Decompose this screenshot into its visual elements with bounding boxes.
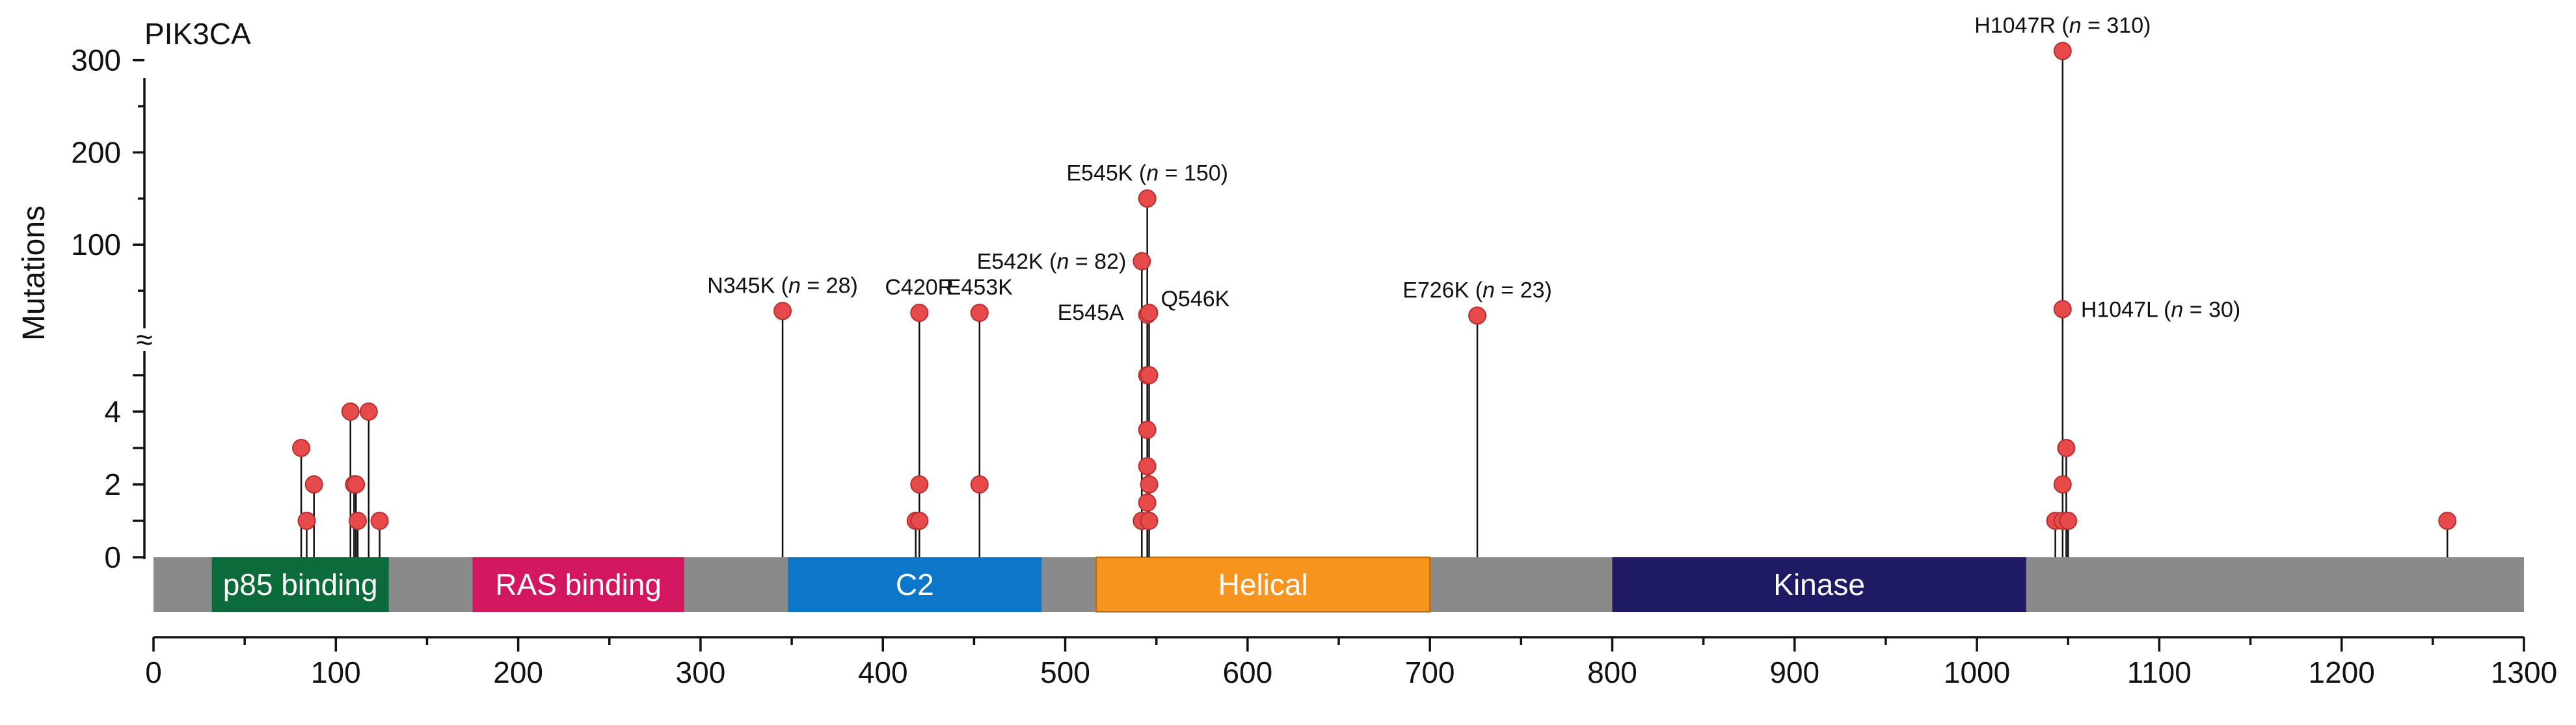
- domain-label-kinase: Kinase: [1773, 568, 1865, 601]
- x-tick-label: 200: [493, 655, 543, 689]
- x-tick-label: 700: [1405, 655, 1455, 689]
- x-tick-label: 0: [145, 655, 162, 689]
- annotation-e726k: E726K (n = 23): [1402, 278, 1552, 302]
- mutation-marker: [910, 475, 929, 494]
- y-tick-label: 2: [104, 468, 121, 501]
- x-tick-label: 1300: [2491, 655, 2557, 689]
- mutation-marker: [2057, 439, 2076, 457]
- domain-ras-binding: [472, 557, 684, 612]
- mutation-marker: [1468, 306, 1487, 325]
- protein-backbone: p85 binding RAS binding C2 Helical Kinase: [154, 557, 2524, 613]
- y-axis-title: Mutations: [17, 205, 51, 341]
- mutation-marker: [773, 302, 792, 321]
- domain-label-ras-binding: RAS binding: [495, 568, 662, 601]
- mutation-marker: [370, 512, 389, 530]
- label-e453k: E453K: [946, 275, 1013, 300]
- mutation-marker: [1138, 189, 1157, 208]
- domain-label-helical: Helical: [1218, 568, 1308, 601]
- mutation-marker: [2438, 512, 2457, 530]
- mutation-marker: [910, 304, 929, 323]
- mutation-marker: [1138, 421, 1157, 439]
- y-tick-label: 4: [104, 395, 121, 428]
- x-tick-label: 500: [1040, 655, 1090, 689]
- label-c420r: C420R: [885, 275, 954, 300]
- y-tick-label: 0: [104, 540, 121, 574]
- mutation-marker: [297, 512, 316, 530]
- mutation-marker: [1140, 304, 1159, 323]
- annotation-e542k: E542K (n = 82): [977, 250, 1127, 274]
- mutation-marker: [347, 475, 366, 494]
- y-axis: ≈0 2 4 100 200 300: [71, 44, 152, 574]
- x-tick-label: 600: [1222, 655, 1272, 689]
- x-tick-label: 1000: [1944, 655, 2010, 689]
- mutation-marker: [2053, 300, 2072, 319]
- domain-c2: [788, 557, 1042, 612]
- x-tick-label: 300: [676, 655, 726, 689]
- x-tick-label: 100: [311, 655, 361, 689]
- domain-p85-binding: [211, 557, 389, 612]
- label-q546k: Q546K: [1161, 287, 1229, 311]
- annotation-h1047r: H1047R (n = 310): [1974, 13, 2151, 38]
- domain-kinase: [1612, 557, 2026, 612]
- mutation-marker: [2059, 512, 2078, 530]
- x-tick-label: 400: [858, 655, 908, 689]
- mutation-marker: [1138, 494, 1157, 512]
- mutation-marker: [910, 512, 929, 530]
- x-tick-label: 1200: [2309, 655, 2375, 689]
- mutation-marker: [1140, 366, 1159, 384]
- domain-helical: [1095, 557, 1431, 613]
- y-axis-break-symbol: ≈: [136, 323, 152, 356]
- y-tick-label: 200: [71, 135, 121, 169]
- mutation-marker: [970, 304, 989, 323]
- annotation-n345k: N345K (n = 28): [707, 273, 858, 298]
- y-tick-label: 300: [71, 44, 121, 77]
- annotation-e545k: E545K (n = 150): [1066, 161, 1228, 185]
- mutation-marker: [970, 475, 989, 494]
- mutation-marker: [359, 402, 378, 421]
- mutation-marker: [348, 512, 367, 530]
- y-tick-label: 100: [71, 228, 121, 261]
- mutation-marker: [304, 475, 323, 494]
- mutation-marker: [2053, 42, 2072, 60]
- mutation-marker: [341, 402, 360, 421]
- domain-label-c2: C2: [896, 568, 934, 601]
- gene-title: PIK3CA: [144, 17, 251, 51]
- mutation-marker: [1138, 457, 1157, 475]
- x-axis: 0 100 200 300 400 500 600 700 800 900 1000 1100 1200…: [145, 636, 2557, 689]
- mutation-labels: H1047R (n = 310) E545K (n = 150) E542K (n …: [707, 13, 2240, 325]
- x-tick-label: 900: [1769, 655, 1819, 689]
- mutation-marker: [1140, 475, 1159, 494]
- annotation-h1047l: H1047L (n = 30): [2081, 297, 2240, 322]
- label-e545a: E545A: [1058, 300, 1124, 325]
- mutation-marker: [2053, 475, 2072, 494]
- x-tick-label: 800: [1587, 655, 1637, 689]
- domain-label-p85-binding: p85 binding: [223, 568, 378, 601]
- mutation-marker: [1140, 512, 1159, 530]
- mutation-marker: [292, 439, 311, 457]
- mutation-markers: [292, 42, 2457, 530]
- x-tick-label: 1100: [2127, 655, 2192, 689]
- mutation-marker: [1133, 252, 1151, 270]
